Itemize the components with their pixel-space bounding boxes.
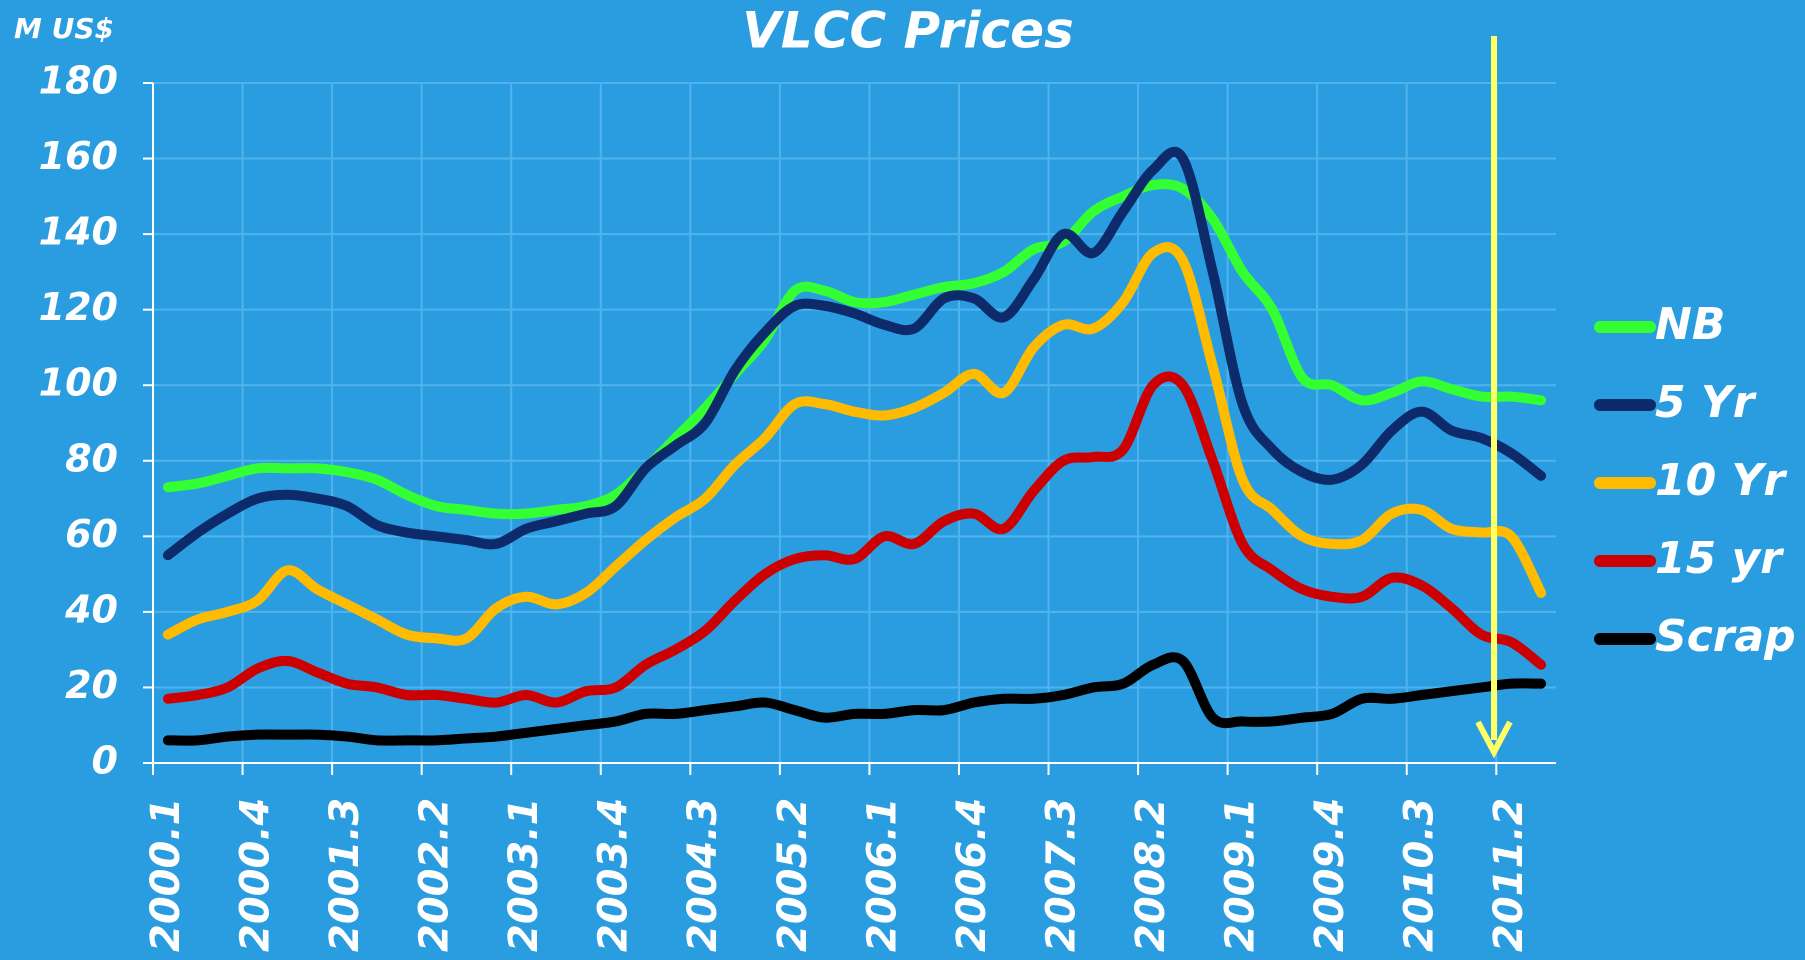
annotation-arrowhead: [1475, 720, 1513, 759]
x-tick-label: 2006.1: [859, 798, 905, 952]
y-tick-label: 40: [64, 587, 118, 631]
x-tick-label: 2003.1: [501, 798, 547, 952]
y-tick-label: 100: [39, 361, 118, 405]
x-tick-label: 2009.4: [1307, 798, 1353, 952]
y-tick-label: 80: [65, 436, 118, 480]
x-tick-label: 2007.3: [1038, 798, 1084, 952]
series-line: [162, 179, 1547, 520]
series-line: [162, 242, 1547, 646]
series-line: [162, 371, 1547, 708]
lines: [162, 146, 1547, 746]
legend-label: 5 Yr: [1655, 377, 1757, 428]
legend-label: 15 yr: [1655, 533, 1784, 584]
y-tick-label: 120: [39, 285, 118, 329]
x-tick-label: 2006.4: [949, 798, 995, 952]
x-tick-label: 2009.1: [1218, 798, 1264, 952]
x-tick-label: 2008.2: [1128, 798, 1174, 952]
legend-label: Scrap: [1655, 611, 1796, 662]
y-tick-label: 160: [39, 134, 118, 178]
x-tick-label: 2000.1: [143, 798, 189, 952]
chart-title: VLCC Prices: [742, 2, 1074, 60]
y-tick-label: 140: [39, 210, 118, 254]
series-line: [162, 652, 1547, 746]
x-tick-label: 2000.4: [232, 798, 278, 952]
x-tick-label: 2005.2: [770, 798, 816, 952]
y-tick-label: 60: [65, 512, 118, 556]
y-tick-label: 0: [92, 739, 118, 783]
x-tick-label: 2001.3: [322, 798, 368, 952]
y-tick-label: 180: [39, 59, 118, 103]
x-tick-label: 2010.3: [1397, 798, 1443, 952]
series-line: [162, 146, 1547, 561]
legend-label: 10 Yr: [1655, 455, 1787, 506]
x-tick-label: 2004.3: [680, 798, 726, 952]
y-tick-label: 20: [65, 663, 118, 707]
x-tick-label: 2011.2: [1486, 798, 1532, 952]
x-tick-label: 2002.2: [412, 798, 458, 952]
y-axis-label: M US$: [14, 12, 114, 45]
legend-label: NB: [1655, 299, 1725, 350]
x-tick-label: 2003.4: [591, 798, 637, 952]
